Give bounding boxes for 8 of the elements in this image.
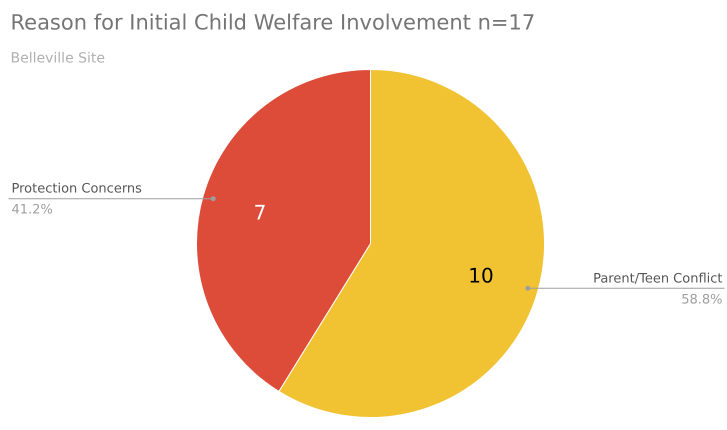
data-label: 10 [468, 263, 494, 288]
chart-subtitle: Belleville Site [10, 50, 106, 66]
data-label: 7 [254, 200, 266, 225]
text: 41.2% [12, 202, 53, 218]
slice-label: Parent/Teen Conflict [593, 271, 723, 286]
text: 58.8% [681, 292, 723, 308]
slice-label: Protection Concerns [12, 182, 142, 197]
chart-title: Reason for Initial Child Welfare Involvement n=17 [10, 10, 536, 34]
